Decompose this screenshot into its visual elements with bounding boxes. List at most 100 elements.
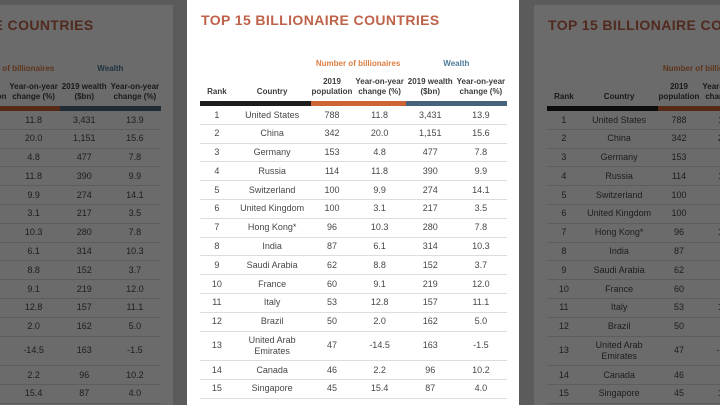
table-cell: 11.8: [7, 108, 60, 130]
table-cell: 100: [0, 204, 8, 224]
table-cell: 3.5: [108, 204, 161, 224]
table-cell: Germany: [580, 148, 658, 168]
table-cell: China: [233, 124, 311, 144]
table-cell: 15.6: [454, 124, 507, 144]
table-cell: 53: [310, 293, 354, 313]
column-header-population: 2019 population: [657, 82, 701, 111]
table-cell: France: [580, 279, 658, 299]
table-cell: Germany: [233, 143, 311, 163]
table-cell: Singapore: [233, 379, 311, 399]
table-cell: 8.8: [7, 260, 60, 281]
table-cell: Singapore: [580, 384, 658, 404]
billionaire-table-card: TOP 15 BILLIONAIRE COUNTRIES Number of b…: [187, 0, 519, 405]
table-cell: 157: [59, 298, 109, 318]
table-cell: 114: [0, 166, 8, 187]
table-cell: 62: [310, 255, 354, 276]
table-cell: -14.5: [700, 336, 720, 367]
carousel-slide-next[interactable]: TOP 15 BILLIONAIRE COUNTRIES Number of b…: [534, 5, 720, 405]
table-cell: 14: [547, 365, 581, 385]
table-cell: 45: [0, 384, 8, 404]
table-cell: 4.8: [700, 148, 720, 168]
table-cell: 7.8: [454, 218, 507, 238]
table-cell: 5.0: [454, 312, 507, 332]
table-cell: 15: [200, 379, 234, 399]
table-cell: 1: [200, 103, 234, 125]
table-cell: 5.0: [108, 317, 161, 337]
column-header-population-change: Year-on-year change (%): [353, 77, 406, 106]
table-cell: Hong Kong*: [580, 223, 658, 243]
column-header-population: 2019 population: [0, 82, 8, 111]
table-cell: 100: [657, 185, 701, 205]
table-cell: 2.0: [353, 312, 406, 332]
table-cell: -14.5: [353, 331, 406, 362]
table-cell: 45: [657, 384, 701, 404]
table-cell: 9.1: [7, 279, 60, 299]
table-cell: -1.5: [454, 331, 507, 362]
table-cell: Saudi Arabia: [233, 255, 311, 276]
table-cell: 217: [405, 199, 455, 219]
table-cell: 1: [547, 108, 581, 130]
table-cell: 20.0: [353, 124, 406, 144]
table-cell: 274: [59, 185, 109, 205]
group-header-wealth: Wealth: [97, 64, 124, 73]
table-cell: France: [233, 274, 311, 294]
table-cell: 12: [547, 317, 581, 337]
table-cell: 114: [657, 166, 701, 187]
table-cell: 2.0: [7, 317, 60, 337]
table-cell: 162: [59, 317, 109, 337]
table-cell: 2.0: [700, 317, 720, 337]
table-cell: Switzerland: [580, 185, 658, 205]
table-cell: 3.1: [700, 204, 720, 224]
table-cell: 11.8: [353, 103, 406, 125]
table-cell: 15.6: [108, 129, 161, 149]
table-cell: 153: [657, 148, 701, 168]
table-cell: 13: [200, 331, 234, 362]
table-cell: 100: [310, 180, 354, 200]
table-cell: 11: [200, 293, 234, 313]
table-cell: 47: [657, 336, 701, 367]
table-cell: 114: [310, 161, 354, 182]
column-header-wealth: 2019 wealth ($bn): [59, 82, 109, 111]
table-cell: 152: [59, 260, 109, 281]
table-cell: 219: [405, 274, 455, 294]
table-cell: 46: [0, 365, 8, 385]
table-cell: 87: [0, 242, 8, 262]
table-cell: 9: [547, 260, 581, 281]
table-cell: -14.5: [7, 336, 60, 367]
table-cell: 3.1: [353, 199, 406, 219]
table-cell: 8.8: [700, 260, 720, 281]
table-cell: Italy: [233, 293, 311, 313]
column-header-wealth: 2019 wealth ($bn): [405, 77, 455, 106]
table-cell: 153: [0, 148, 8, 168]
table-cell: 788: [0, 108, 8, 130]
table-cell: 46: [657, 365, 701, 385]
carousel-slide-previous[interactable]: TOP 15 BILLIONAIRE COUNTRIES Number of b…: [0, 5, 173, 405]
table-cell: 342: [0, 129, 8, 149]
table-cell: Saudi Arabia: [580, 260, 658, 281]
table-cell: 3: [200, 143, 234, 163]
table-cell: 11.8: [353, 161, 406, 182]
table-cell: 47: [310, 331, 354, 362]
table-cell: 53: [0, 298, 8, 318]
table-cell: 4.8: [7, 148, 60, 168]
table-cell: 96: [59, 365, 109, 385]
table-cell: Brazil: [233, 312, 311, 332]
table-cell: 8: [200, 237, 234, 257]
